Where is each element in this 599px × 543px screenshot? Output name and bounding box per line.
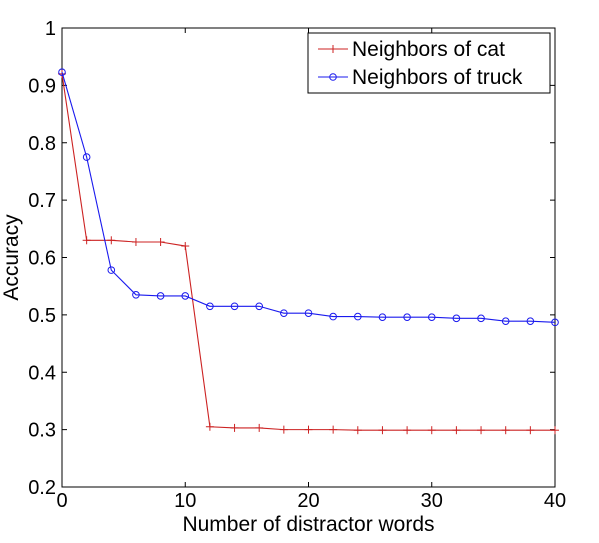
data-point — [82, 236, 91, 245]
legend: Neighbors of cat Neighbors of truck — [307, 32, 551, 94]
data-point — [452, 426, 461, 435]
x-axis: 0 10 20 30 40 — [56, 28, 566, 512]
data-point — [403, 313, 411, 321]
series-layer — [58, 68, 559, 435]
y-tick-label: 0.6 — [28, 248, 56, 270]
data-point — [132, 290, 140, 299]
y-axis-title: Accuracy — [0, 214, 23, 301]
data-point — [403, 426, 412, 435]
data-point — [280, 309, 288, 317]
data-point — [181, 242, 190, 251]
x-tick-label: 40 — [544, 490, 566, 512]
legend-marker-truck — [329, 73, 337, 81]
y-axis: 0.2 0.3 0.4 0.5 0.6 0.7 0.8 0.9 1 — [28, 18, 555, 499]
data-point — [501, 317, 510, 325]
plot-frame — [61, 27, 556, 488]
data-point — [354, 312, 362, 321]
x-tick-label: 10 — [174, 490, 196, 512]
data-point — [255, 423, 264, 432]
data-point — [551, 318, 559, 327]
data-point — [427, 313, 436, 321]
data-point — [452, 314, 461, 323]
x-axis-title: Number of distractor words — [182, 513, 434, 536]
x-tick-label: 30 — [421, 490, 443, 512]
data-point — [304, 309, 313, 317]
data-point — [551, 426, 559, 435]
data-point — [82, 153, 91, 161]
y-tick-label: 0.7 — [28, 190, 56, 212]
data-point — [329, 425, 338, 434]
data-point — [107, 236, 116, 245]
y-tick-label: 0.4 — [28, 362, 56, 384]
data-point — [156, 292, 165, 300]
y-tick-label: 0.5 — [28, 305, 56, 327]
data-point — [477, 314, 485, 323]
data-point — [181, 292, 190, 300]
data-point — [501, 426, 510, 435]
x-tick-label: 20 — [297, 490, 319, 512]
data-point — [255, 302, 264, 311]
data-point — [156, 238, 165, 247]
legend-box — [307, 32, 551, 94]
y-tick-label: 1 — [45, 18, 56, 40]
series-line-0 — [61, 73, 555, 431]
data-point — [304, 425, 313, 434]
data-point — [427, 426, 436, 435]
data-point — [378, 426, 387, 435]
y-tick-label: 0.9 — [28, 75, 56, 97]
y-tick-label: 0.8 — [28, 133, 56, 155]
legend-marker — [329, 45, 337, 53]
x-tick-label: 0 — [56, 490, 67, 512]
legend-entry-cat: Neighbors of cat — [352, 38, 505, 61]
data-point — [131, 238, 140, 247]
data-point — [477, 426, 486, 435]
legend-marker — [329, 73, 337, 81]
plot-area — [61, 27, 556, 488]
series-0 — [58, 69, 559, 435]
data-point — [526, 317, 535, 325]
series-1 — [58, 68, 559, 327]
y-tick-label: 0.2 — [28, 477, 56, 499]
data-point — [526, 426, 535, 435]
data-point — [279, 425, 288, 434]
data-point — [353, 426, 362, 435]
series-line-1 — [61, 72, 556, 323]
data-point — [329, 312, 337, 321]
data-point — [378, 313, 387, 321]
data-point — [230, 423, 239, 432]
y-tick-label: 0.3 — [28, 420, 56, 442]
data-point — [205, 422, 214, 431]
legend-marker-cat — [329, 45, 337, 53]
legend-entry-truck: Neighbors of truck — [352, 66, 523, 89]
data-point — [107, 266, 116, 274]
data-point — [230, 302, 239, 311]
data-point — [58, 68, 66, 76]
data-point — [206, 302, 214, 311]
